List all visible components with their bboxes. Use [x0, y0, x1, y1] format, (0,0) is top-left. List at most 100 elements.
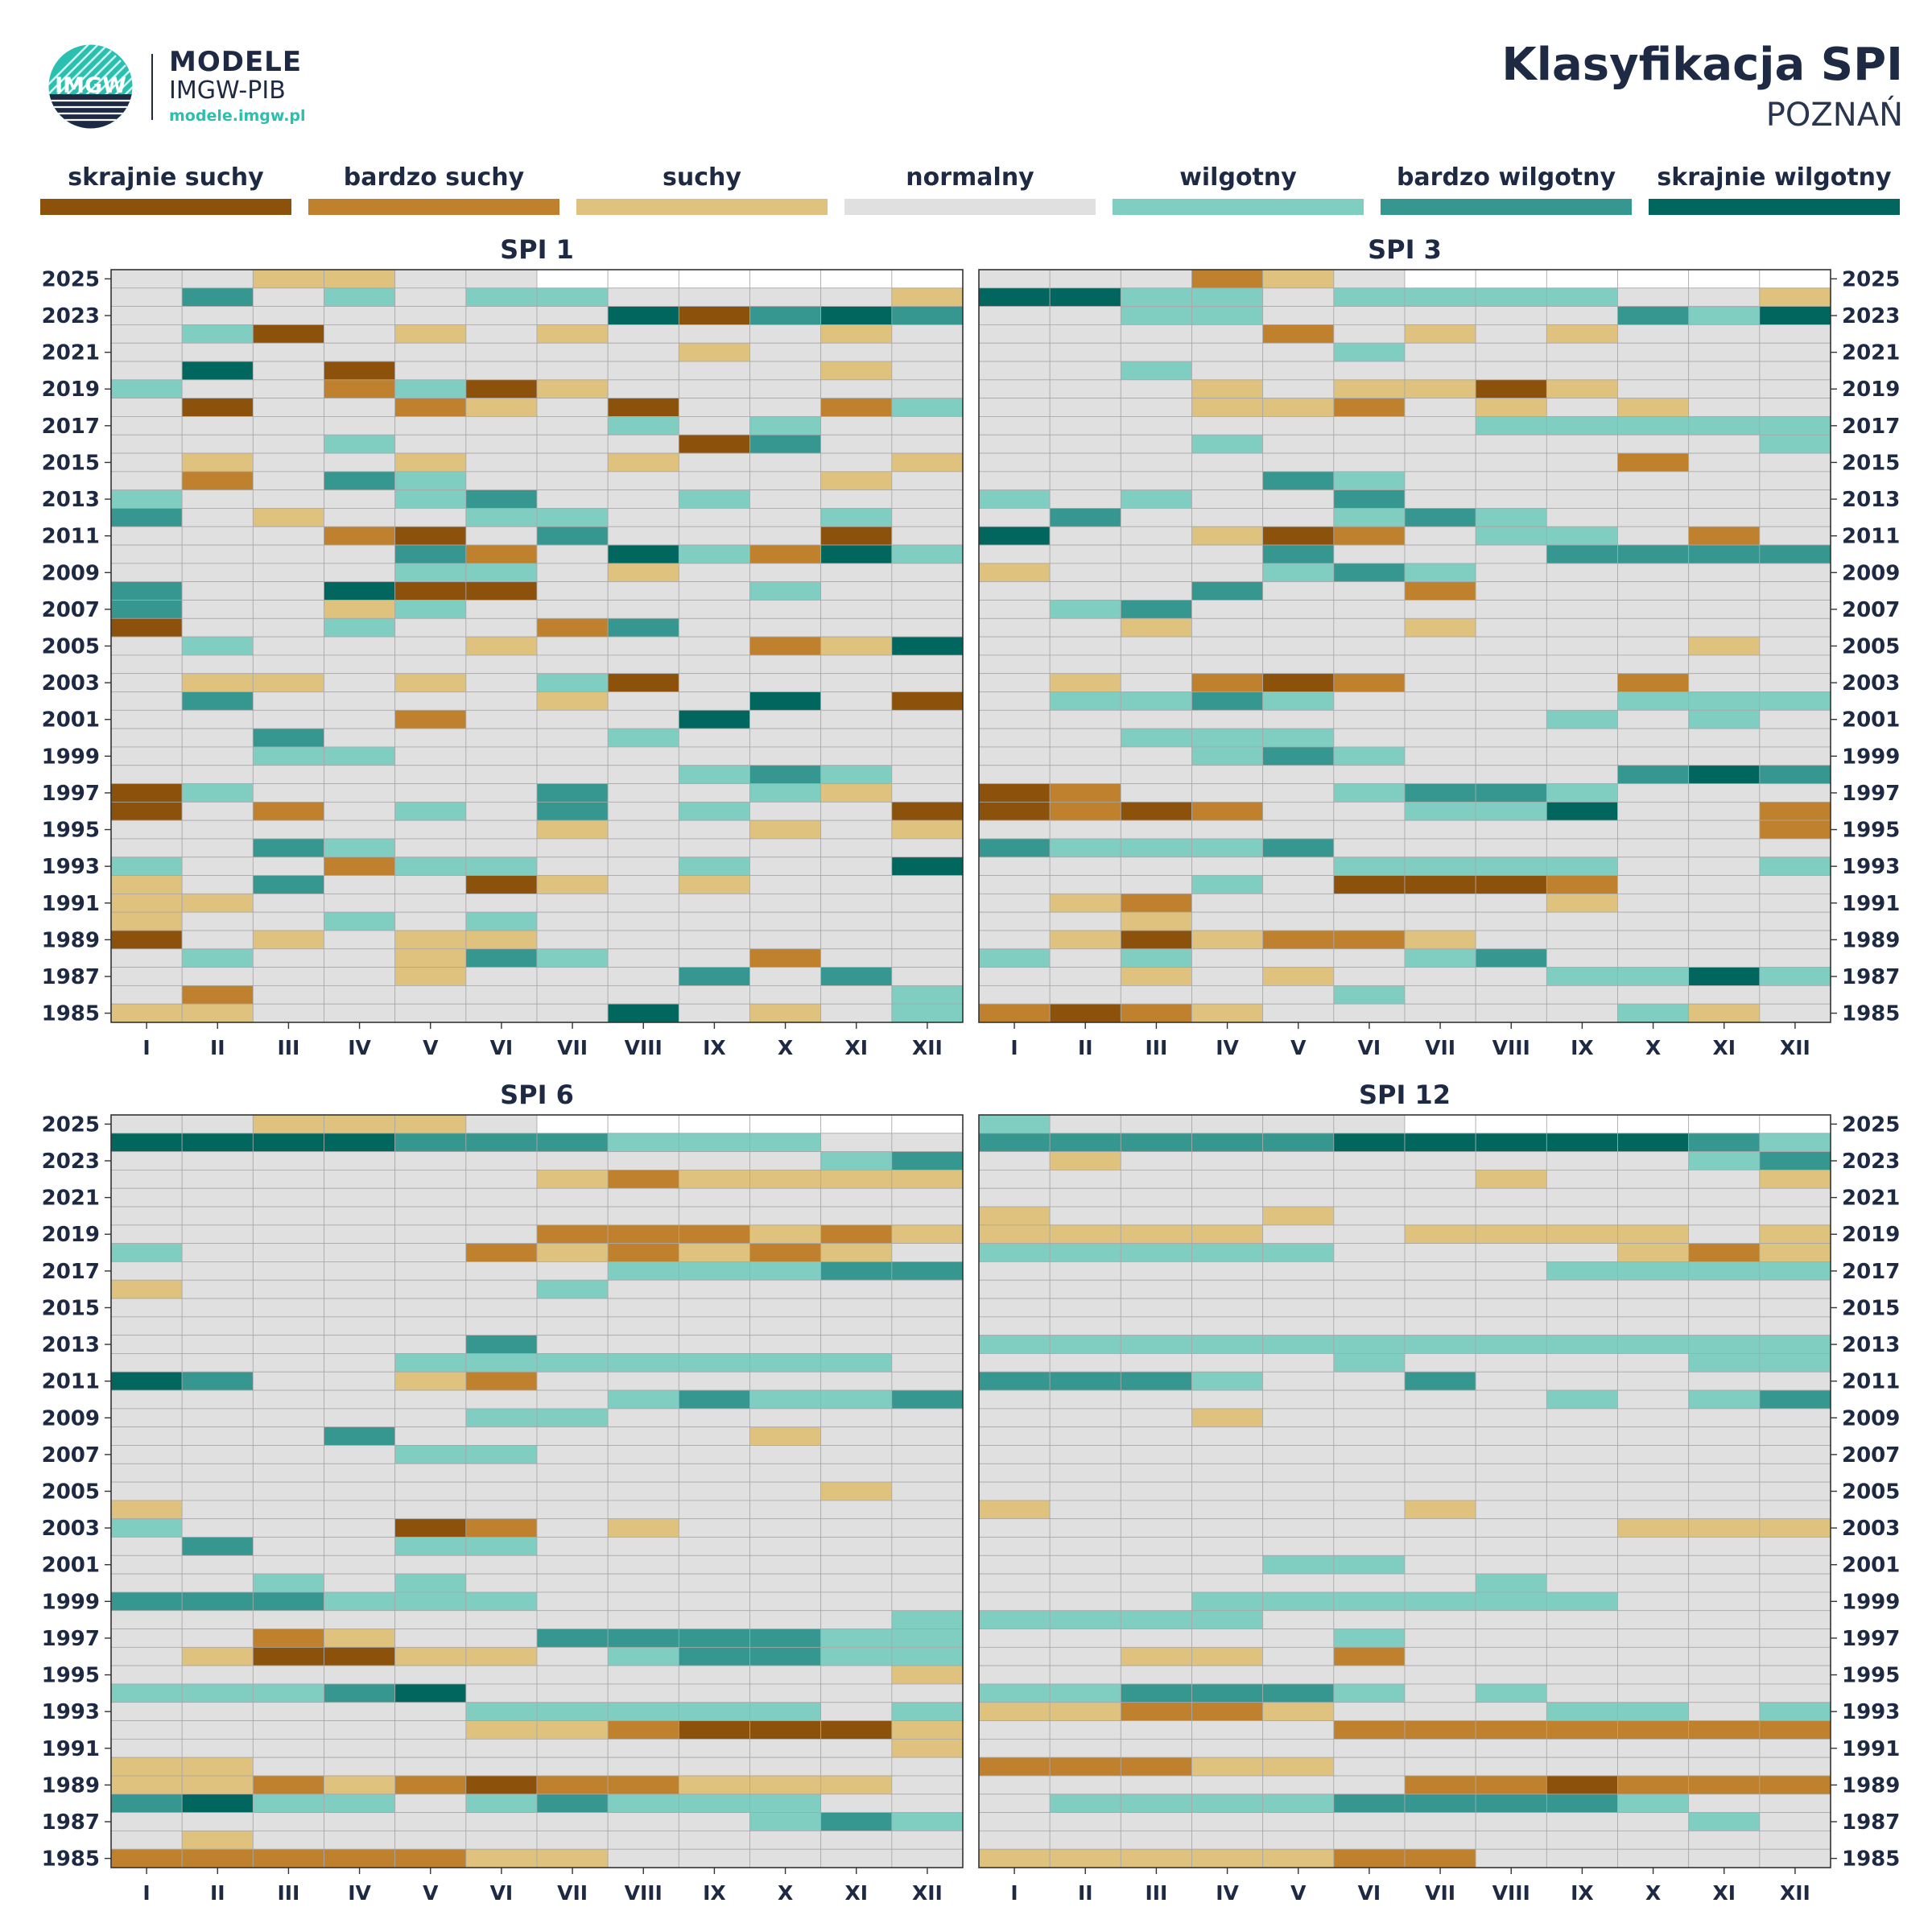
- y-tick-label: 1985: [42, 1847, 100, 1872]
- legend-item: normalny: [844, 157, 1096, 217]
- legend-swatch: [1381, 199, 1632, 215]
- heatmap-cell: [324, 875, 396, 894]
- imgw-logo-mark-icon: IMGW: [48, 44, 133, 129]
- heatmap-cell: [252, 967, 324, 986]
- heatmap-cell: [181, 1389, 254, 1410]
- heatmap-cell: [607, 746, 679, 766]
- heatmap-cell: [1546, 948, 1618, 968]
- heatmap-cell: [110, 819, 183, 840]
- heatmap-cell: [607, 1500, 679, 1520]
- panel-title: SPI 1: [500, 234, 574, 265]
- heatmap-cell: [749, 893, 822, 913]
- heatmap-cell: [1688, 1573, 1761, 1593]
- heatmap-cell: [181, 1335, 254, 1354]
- heatmap-cell: [181, 728, 254, 748]
- heatmap-cell: [1759, 452, 1831, 473]
- heatmap-cell: [324, 654, 396, 675]
- heatmap-cell: [324, 1702, 396, 1721]
- heatmap-cell: [1049, 673, 1121, 692]
- heatmap-cell: [181, 1170, 254, 1189]
- panel-title: SPI 6: [500, 1080, 574, 1110]
- heatmap-cell: [607, 857, 679, 876]
- heatmap-cell: [394, 1371, 467, 1391]
- y-tick-label: 1987: [1842, 965, 1900, 989]
- heatmap-cell: [1475, 654, 1547, 675]
- heatmap-cell: [1333, 1702, 1406, 1721]
- heatmap-cell: [1546, 342, 1618, 362]
- heatmap-cell: [252, 1848, 324, 1868]
- heatmap-cell: [891, 324, 964, 344]
- heatmap-cell: [1191, 1775, 1264, 1795]
- heatmap-cell: [324, 306, 396, 325]
- heatmap-cell: [820, 1003, 893, 1023]
- heatmap-cell: [1404, 361, 1476, 381]
- heatmap-cell: [1475, 361, 1547, 381]
- heatmap-cell: [978, 398, 1051, 417]
- heatmap-cell: [1688, 930, 1761, 950]
- heatmap-cell: [749, 1389, 822, 1410]
- heatmap-cell: [1759, 1665, 1831, 1685]
- heatmap-cell: [324, 911, 396, 931]
- heatmap-cell: [1404, 1573, 1476, 1593]
- heatmap-cell: [252, 287, 324, 308]
- heatmap-cell: [749, 471, 822, 491]
- heatmap-cell: [1475, 324, 1547, 344]
- heatmap-cell: [820, 1261, 893, 1281]
- y-tick-label: 2019: [1842, 1223, 1900, 1247]
- y-tick-label: 2019: [1842, 378, 1900, 402]
- heatmap-cell: [1546, 379, 1618, 399]
- heatmap-cell: [1688, 636, 1761, 656]
- heatmap-cell: [1617, 1537, 1690, 1556]
- heatmap-cell: [252, 1629, 324, 1648]
- heatmap-cell: [181, 1279, 254, 1299]
- heatmap-cell: [1191, 893, 1264, 913]
- heatmap-cell: [1688, 1224, 1761, 1245]
- heatmap-cell: [324, 1757, 396, 1777]
- heatmap-cell: [891, 1757, 964, 1777]
- y-tick-label: 1987: [42, 1810, 100, 1835]
- heatmap-cell: [324, 746, 396, 766]
- heatmap-cell: [820, 1665, 893, 1685]
- heatmap-cell: [181, 1812, 254, 1831]
- heatmap-cell: [1262, 801, 1335, 821]
- heatmap-cell: [1688, 1757, 1761, 1777]
- heatmap-cell: [891, 1702, 964, 1721]
- heatmap-cell: [1120, 1224, 1192, 1245]
- heatmap-cell: [1262, 1170, 1335, 1189]
- heatmap-cell: [1688, 617, 1761, 638]
- heatmap-cell: [536, 1463, 609, 1483]
- heatmap-cell: [110, 985, 183, 1005]
- heatmap-cell: [678, 857, 750, 876]
- heatmap-cell: [536, 1114, 609, 1134]
- heatmap-cell: [1262, 508, 1335, 527]
- x-tick-label: X: [1645, 1881, 1661, 1905]
- heatmap-cell: [678, 1683, 750, 1703]
- heatmap-cell: [394, 1187, 467, 1208]
- heatmap-cell: [465, 1279, 538, 1299]
- heatmap-cell: [465, 1445, 538, 1464]
- heatmap-cell: [465, 1335, 538, 1354]
- heatmap-cell: [465, 1775, 538, 1795]
- heatmap-cell: [252, 1298, 324, 1318]
- heatmap-cell: [252, 1389, 324, 1410]
- heatmap-cell: [1049, 434, 1121, 454]
- heatmap-cell: [1475, 1591, 1547, 1612]
- heatmap-cell: [1688, 1518, 1761, 1538]
- heatmap-cell: [1262, 1114, 1335, 1134]
- y-tick-label: 2003: [1842, 1517, 1900, 1541]
- heatmap-cell: [465, 1298, 538, 1318]
- heatmap-cell: [607, 379, 679, 399]
- heatmap-cell: [891, 1665, 964, 1685]
- heatmap-cell: [1546, 1812, 1618, 1831]
- heatmap-cell: [749, 1371, 822, 1391]
- heatmap-cell: [1333, 1224, 1406, 1245]
- heatmap-cell: [110, 1371, 183, 1391]
- heatmap-cell: [1191, 1133, 1264, 1153]
- heatmap-cell: [1049, 617, 1121, 638]
- heatmap-cell: [607, 1848, 679, 1868]
- heatmap-cell: [1404, 1812, 1476, 1831]
- heatmap-cell: [678, 801, 750, 821]
- heatmap-cell: [678, 1610, 750, 1629]
- heatmap-cell: [536, 1500, 609, 1520]
